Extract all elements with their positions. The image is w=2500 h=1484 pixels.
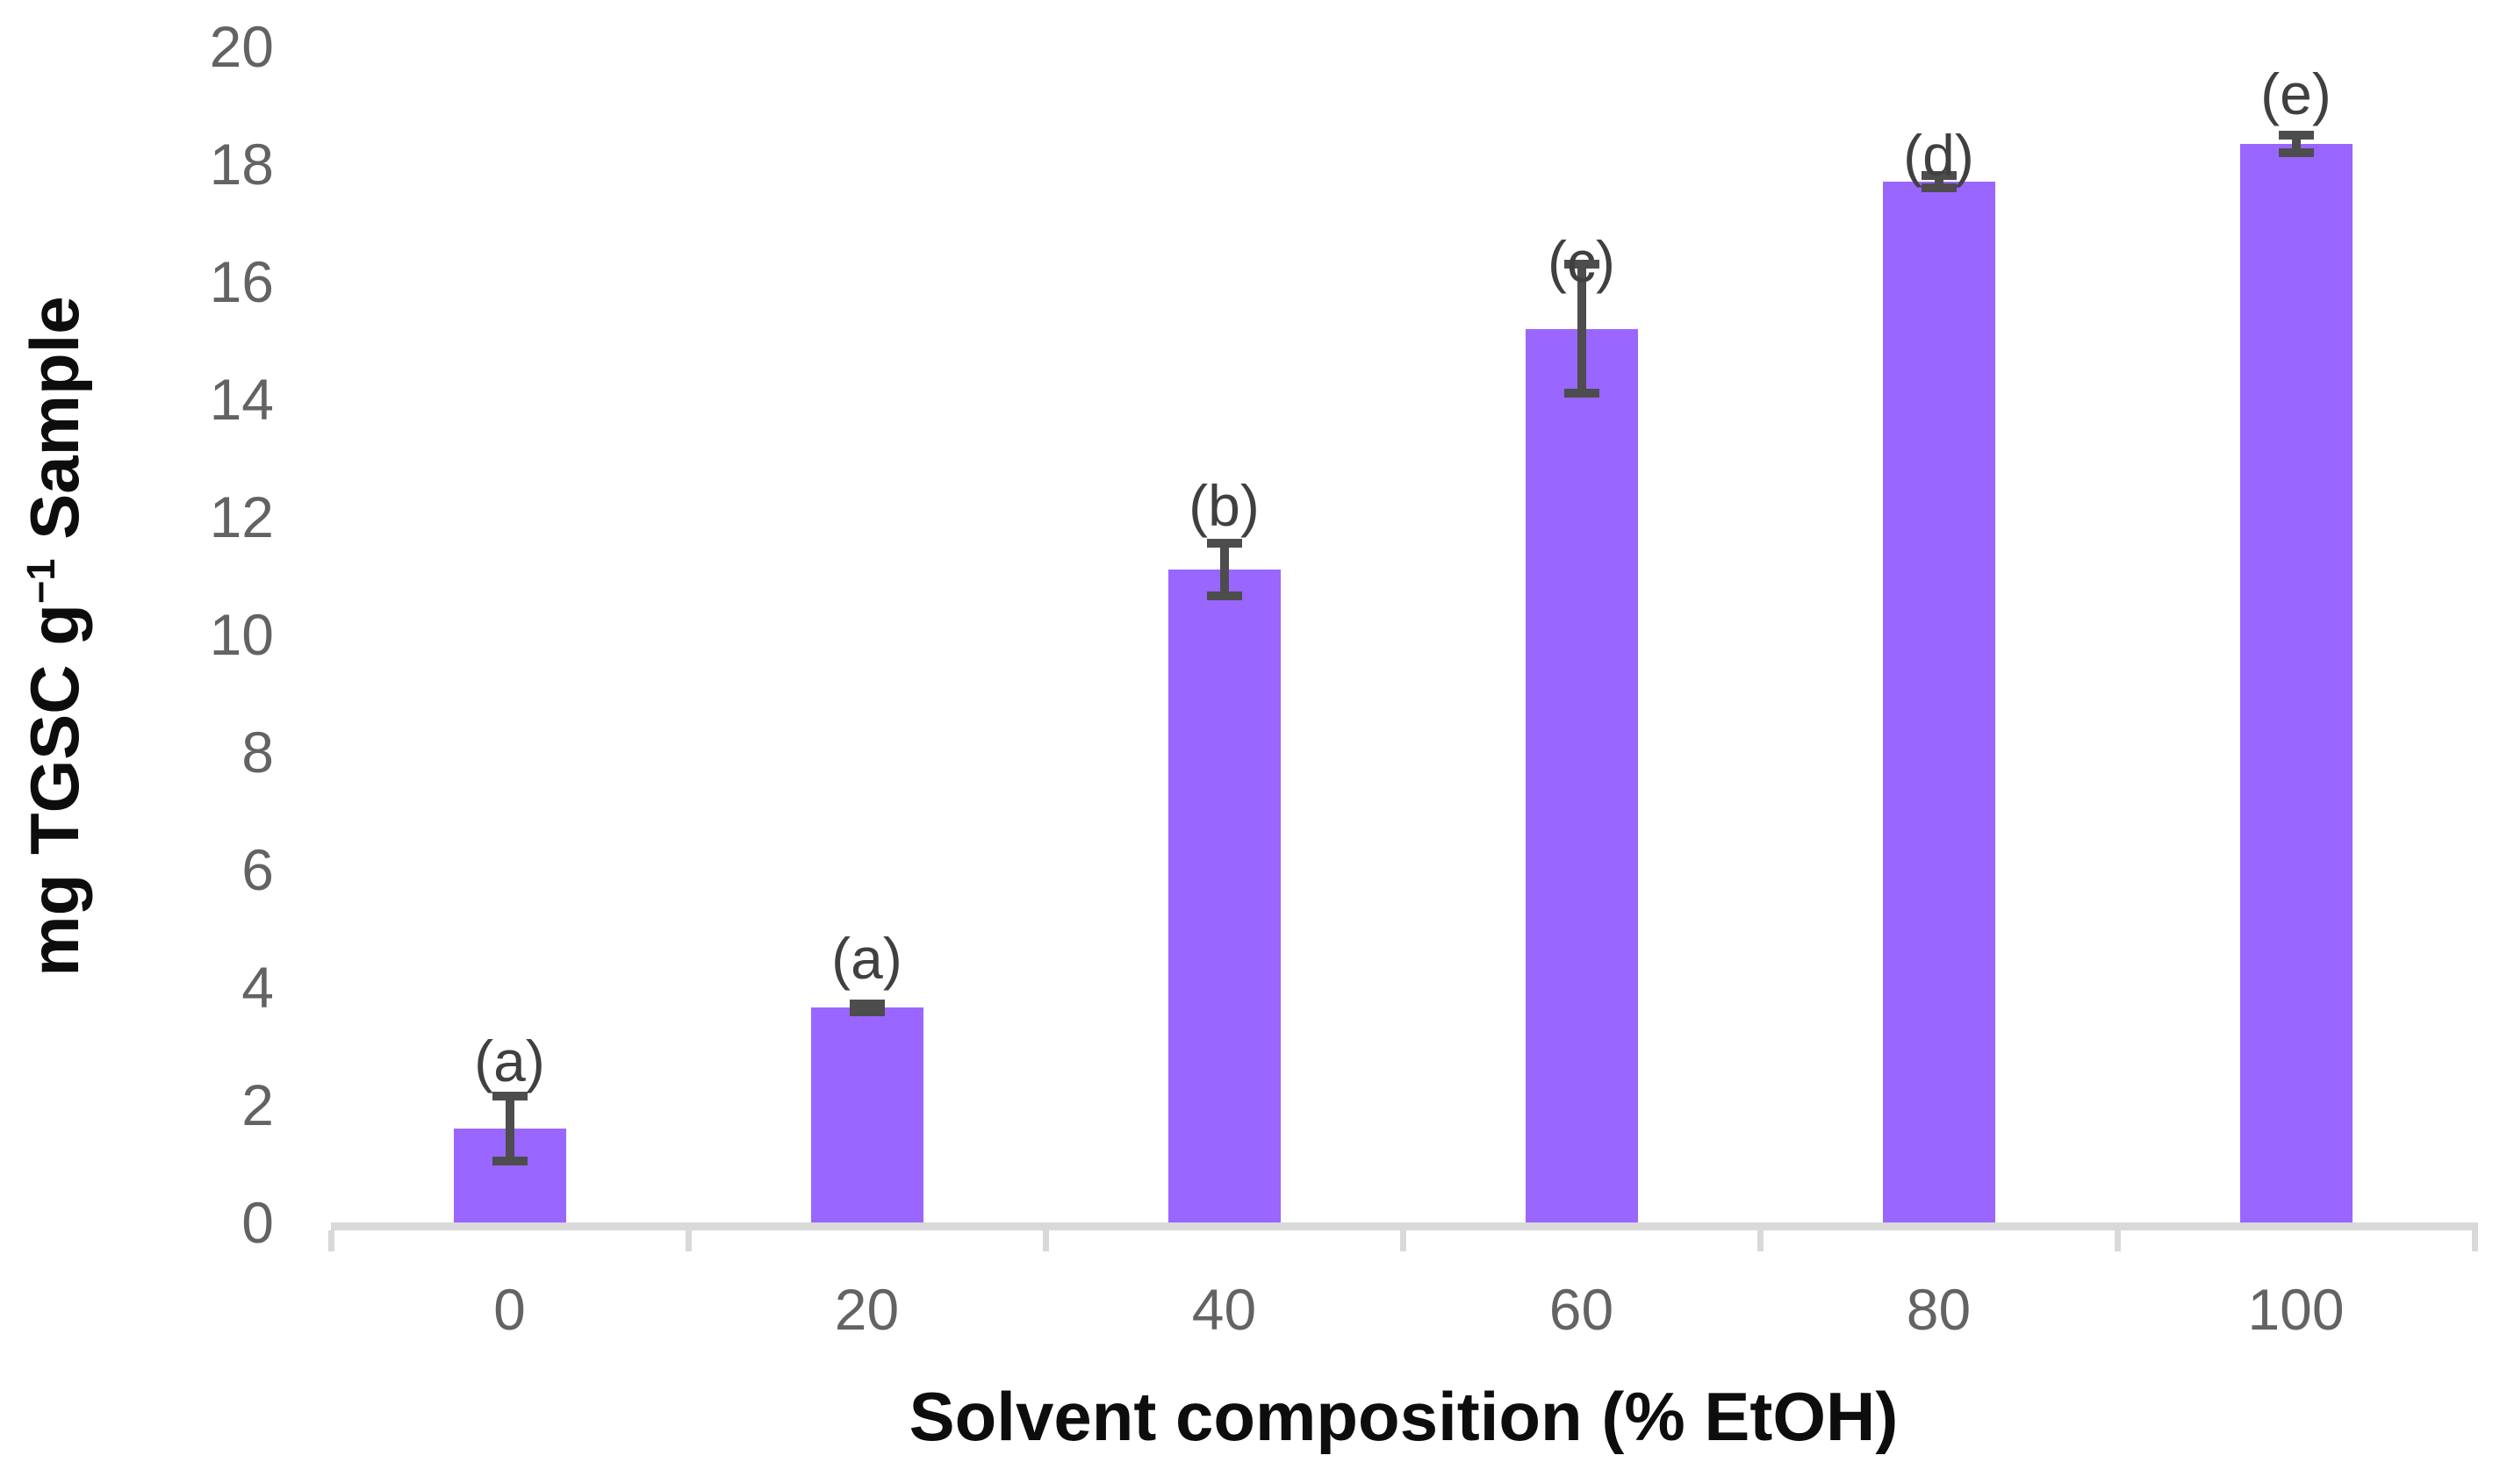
significance-label: (d) (1903, 122, 1974, 188)
significance-label: (a) (474, 1028, 545, 1093)
significance-label: (a) (831, 925, 902, 991)
x-tick-label: 20 (834, 1277, 900, 1342)
error-bar-line (1577, 263, 1586, 394)
error-bar-line (1219, 543, 1229, 597)
x-tick-label: 80 (1906, 1277, 1972, 1342)
error-bar-cap-top (1206, 539, 1242, 548)
bar-60-etoh (1525, 328, 1638, 1222)
x-axis-tick (1757, 1230, 1764, 1251)
bar-20-etoh (810, 1007, 923, 1222)
y-tick-label: 20 (209, 14, 274, 79)
error-bar-line (505, 1095, 514, 1161)
x-tick-label: 40 (1191, 1277, 1257, 1342)
y-tick-label: 14 (209, 367, 274, 432)
bar-40-etoh (1167, 570, 1281, 1222)
y-tick-label: 18 (209, 132, 274, 197)
x-axis-tick (1043, 1230, 1049, 1251)
error-bar-cap-bottom (2278, 147, 2314, 157)
error-bar-cap-top (849, 999, 885, 1008)
error-bar-cap-bottom (492, 1156, 528, 1165)
y-axis-title-superscript: −1 (18, 558, 63, 605)
x-tick-label: 0 (493, 1277, 526, 1342)
y-tick-label: 0 (241, 1190, 274, 1255)
y-tick-label: 16 (209, 249, 274, 314)
x-axis-tick (2472, 1230, 2478, 1251)
y-tick-label: 4 (241, 955, 274, 1020)
y-tick-label: 2 (241, 1072, 274, 1137)
error-bar-line (1934, 176, 1943, 188)
error-bar-cap-top (2278, 130, 2314, 140)
significance-label: (e) (2260, 61, 2331, 126)
significance-label: (b) (1189, 472, 1260, 538)
x-tick-label: 100 (2247, 1277, 2345, 1342)
y-tick-label: 12 (209, 484, 274, 549)
error-bar-cap-top (1563, 259, 1599, 269)
y-tick-label: 10 (209, 602, 274, 667)
error-bar-cap-bottom (1563, 389, 1599, 398)
x-axis-tick (2115, 1230, 2121, 1251)
x-axis-line (331, 1222, 2478, 1230)
bar-80-etoh (1882, 182, 1995, 1222)
x-axis-tick (686, 1230, 692, 1251)
y-tick-label: 8 (241, 720, 274, 785)
significance-label: (c) (1548, 228, 1615, 294)
x-axis-title: Solvent composition (% EtOH) (909, 1378, 1899, 1455)
x-tick-label: 60 (1548, 1277, 1614, 1342)
x-axis-tick (328, 1230, 334, 1251)
error-bar-cap-bottom (849, 1007, 885, 1017)
error-bar-line (2291, 134, 2301, 153)
error-bar-cap-top (492, 1091, 528, 1100)
error-bar-cap-bottom (1921, 183, 1957, 192)
bar-100-etoh (2239, 143, 2353, 1222)
error-bar-cap-bottom (1206, 591, 1242, 601)
x-axis-tick (1400, 1230, 1406, 1251)
error-bar-cap-top (1921, 171, 1957, 181)
y-tick-label: 6 (241, 837, 274, 902)
